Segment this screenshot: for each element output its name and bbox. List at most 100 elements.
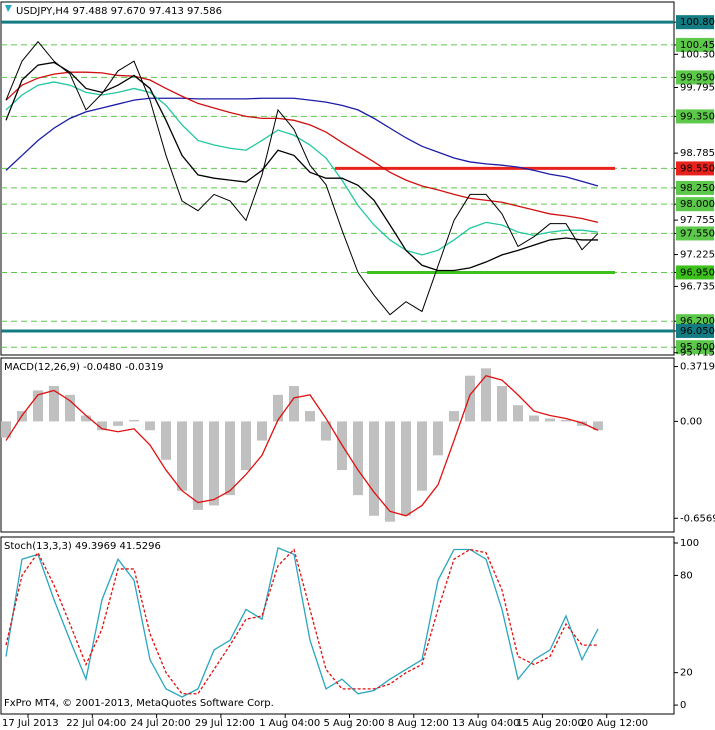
histogram-bar (273, 394, 283, 422)
time-label: 22 Jul 04:00 (66, 718, 126, 729)
histogram-bar (241, 421, 251, 471)
histogram-bar (577, 421, 587, 426)
histogram-bar (529, 415, 539, 422)
time-label: 17 Jul 2013 (2, 718, 59, 729)
y-tick-label: 98.785 (680, 148, 715, 159)
histogram-bar (305, 411, 315, 422)
time-label: 15 Aug 20:00 (516, 718, 583, 729)
level-label-box (676, 37, 714, 52)
y-tick-label: 96.950 (680, 267, 715, 278)
series-line (5, 548, 598, 695)
histogram-bar (129, 419, 139, 422)
histogram-bar (177, 421, 187, 491)
histogram-bar (401, 421, 411, 516)
y-tick-label: 95.800 (680, 342, 715, 353)
series-line (5, 81, 599, 256)
series-line (5, 97, 599, 187)
copyright: FxPro MT4, © 2001-2013, MetaQuotes Softw… (4, 698, 274, 709)
histogram-bar (385, 421, 395, 522)
y-tick-label: 98.250 (680, 183, 715, 194)
histogram-bar (113, 421, 123, 426)
histogram-bar (65, 394, 75, 422)
y-tick-label: 97.755 (680, 215, 715, 226)
histogram-bar (257, 421, 267, 441)
y-tick-label: 100.800 (680, 17, 715, 28)
panel-title: Stoch(13,3,3) 49.3969 41.5296 (4, 541, 161, 552)
time-label: 13 Aug 04:00 (452, 718, 519, 729)
y-tick-label: 20 (680, 668, 693, 679)
histogram-bar (81, 415, 91, 422)
level-label-box (676, 226, 714, 241)
series-line (5, 71, 599, 224)
histogram-bar (209, 421, 219, 506)
series-group (1, 368, 603, 522)
histogram-bar (49, 386, 59, 422)
histogram-bar (449, 411, 459, 422)
level-label-box (676, 109, 714, 124)
y-tick-label: 0.3719 (680, 362, 715, 373)
histogram-bar (497, 386, 507, 422)
time-label: 29 Jul 12:00 (195, 718, 255, 729)
histogram-bar (561, 419, 571, 422)
y-tick-label: 95.715 (680, 348, 715, 359)
histogram-bar (513, 405, 523, 422)
time-label: 5 Aug 20:00 (324, 718, 385, 729)
level-label-box (676, 265, 714, 280)
time-label: 1 Aug 04:00 (259, 718, 320, 729)
level-label-box (676, 180, 714, 195)
panel-title: MACD(12,26,9) -0.0480 -0.0319 (4, 362, 164, 373)
series-line (5, 61, 598, 272)
histogram-bar (593, 421, 603, 431)
histogram-bar (289, 386, 299, 422)
histogram-bar (417, 421, 427, 491)
series-group (5, 40, 599, 316)
y-tick-label: 96.050 (680, 326, 715, 337)
y-tick-label: 98.550 (680, 163, 715, 174)
time-label: 24 Jul 20:00 (131, 718, 191, 729)
y-tick-label: 97.550 (680, 228, 715, 239)
histogram-bar (33, 390, 43, 422)
panel-title: USDJPY,H4 97.488 97.670 97.413 97.586 (16, 6, 222, 17)
histogram-bar (1, 421, 11, 438)
level-label-box (676, 323, 714, 338)
histogram-bar (193, 421, 203, 510)
y-tick-label: 100.450 (680, 40, 715, 51)
y-tick-label: 100 (680, 538, 699, 549)
level-label-box (676, 15, 714, 30)
histogram-bar (481, 368, 491, 422)
histogram-bar (161, 421, 171, 460)
level-label-box (676, 70, 714, 85)
y-tick-label: 0 (680, 700, 686, 711)
y-tick-label: 99.795 (680, 82, 715, 93)
histogram-bar (353, 421, 363, 496)
histogram-bar (97, 421, 107, 431)
histogram-bar (433, 421, 443, 456)
series-line (5, 546, 599, 698)
histogram-bar (465, 375, 475, 422)
panel-frame (0, 536, 675, 715)
histogram-bar (321, 421, 331, 441)
level-label-box (676, 197, 714, 212)
y-tick-label: 96.735 (680, 281, 715, 292)
histogram-bar (369, 421, 379, 516)
y-tick-label: 96.200 (680, 316, 715, 327)
histogram-bar (145, 421, 155, 431)
time-label: 20 Aug 12:00 (581, 718, 648, 729)
series-line (5, 374, 599, 517)
level-label-box (676, 340, 714, 355)
level-label-box (676, 161, 714, 176)
y-tick-label: 97.225 (680, 250, 715, 261)
series-group (5, 546, 599, 698)
histogram-bar (545, 418, 555, 422)
y-tick-label: 0.00 (680, 416, 702, 427)
title-icon (5, 5, 12, 12)
y-tick-label: 98.000 (680, 199, 715, 210)
time-label: 8 Aug 12:00 (388, 718, 449, 729)
histogram-bar (225, 421, 235, 496)
y-tick-label: 99.350 (680, 111, 715, 122)
series-line (5, 40, 599, 316)
y-tick-label: 99.950 (680, 72, 715, 83)
y-tick-label: -0.6569 (680, 513, 715, 524)
y-tick-label: 100.305 (680, 49, 715, 60)
